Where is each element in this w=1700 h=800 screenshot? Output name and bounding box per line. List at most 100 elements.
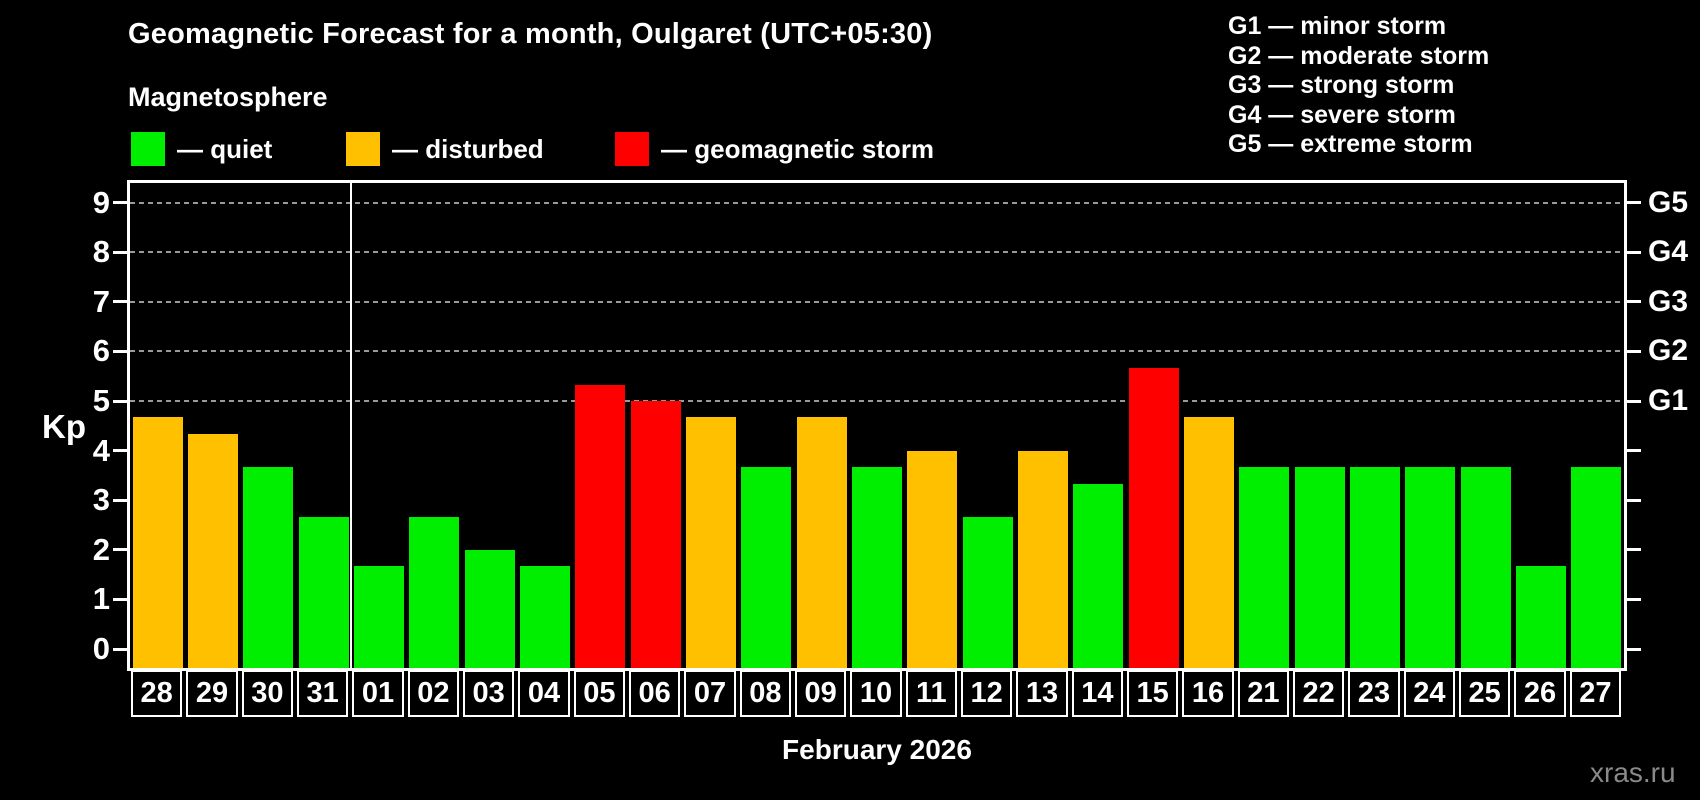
kp-bar-10 [851, 466, 903, 668]
right-tick-kp6 [1626, 349, 1641, 353]
right-tick-kp3 [1626, 498, 1641, 502]
right-tick-kp5 [1626, 399, 1641, 403]
y-axis-label-0: 0 [92, 631, 110, 666]
month-label: February 2026 [782, 734, 972, 765]
y-axis-label-2: 2 [92, 531, 110, 567]
kp-bar-16 [1183, 417, 1235, 668]
day-label-28: 28 [131, 670, 183, 717]
left-tick-kp3 [113, 498, 128, 502]
day-label-03: 03 [463, 670, 515, 717]
kp-bar-07 [685, 417, 737, 668]
right-axis-label-g2: G2 [1648, 334, 1689, 368]
kp-bar-15 [1128, 367, 1179, 668]
day-label-14: 14 [1071, 670, 1123, 717]
right-tick-kp2 [1626, 548, 1641, 552]
kp-bar-03 [464, 549, 515, 668]
kp-bar-21 [1239, 466, 1290, 668]
left-tick-kp7 [113, 300, 128, 304]
kp-bar-12 [962, 516, 1013, 668]
kp-axis-title: Kp [42, 408, 86, 445]
kp-bar-26 [1515, 566, 1567, 668]
day-label-25: 25 [1459, 670, 1511, 717]
right-axis-label-g1: G1 [1648, 384, 1689, 417]
kp-bar-05 [575, 384, 626, 668]
kp-bar-30 [243, 466, 294, 668]
kp-bar-22 [1294, 466, 1345, 668]
g2-legend-line: G2 — moderate storm [1228, 41, 1490, 70]
kp-bar-09 [796, 417, 847, 668]
g1-legend-line: G1 — minor storm [1228, 12, 1447, 40]
y-axis-label-5: 5 [92, 383, 110, 418]
right-axis-label-g3: G3 [1648, 284, 1689, 318]
y-axis-label-8: 8 [92, 234, 110, 270]
right-tick-kp9 [1626, 201, 1641, 205]
kp-bar-27 [1571, 466, 1622, 668]
day-label-02: 02 [407, 670, 459, 717]
kp-bar-08 [741, 466, 792, 668]
quiet-swatch-icon [131, 132, 165, 166]
kp-bar-29 [187, 434, 239, 668]
day-label-08: 08 [739, 670, 791, 717]
day-label-22: 22 [1293, 670, 1345, 717]
g4-legend-line: G4 — severe storm [1228, 100, 1456, 129]
right-tick-kp8 [1626, 250, 1641, 254]
right-tick-kp4 [1626, 449, 1641, 453]
storm-swatch-icon [615, 132, 649, 166]
kp-bar-24 [1405, 466, 1456, 668]
quiet-legend-label: — quiet [177, 134, 273, 164]
left-tick-kp8 [113, 250, 128, 254]
left-tick-kp2 [113, 548, 128, 552]
watermark-link[interactable]: xras.ru [1590, 757, 1676, 788]
day-label-21: 21 [1237, 670, 1289, 717]
gridline-kp7 [130, 300, 1624, 303]
day-label-30: 30 [241, 670, 293, 717]
gridline-kp6 [130, 350, 1624, 353]
plot-canvas [130, 183, 1624, 668]
left-tick-kp9 [113, 201, 128, 205]
page-title: Geomagnetic Forecast for a month, Oulgar… [128, 18, 933, 50]
kp-bar-04 [519, 566, 571, 668]
kp-bar-25 [1460, 466, 1511, 668]
day-label-11: 11 [905, 670, 957, 717]
day-label-04: 04 [518, 670, 570, 717]
day-label-10: 10 [850, 670, 902, 717]
day-label-23: 23 [1348, 670, 1400, 717]
y-axis-label-6: 6 [92, 333, 110, 369]
y-axis-label-7: 7 [92, 283, 110, 319]
kp-bar-11 [907, 450, 958, 668]
kp-bar-02 [409, 516, 460, 668]
day-label-06: 06 [629, 670, 681, 717]
y-axis-label-3: 3 [92, 482, 110, 518]
magnetosphere-label: Magnetosphere [128, 82, 328, 112]
right-tick-kp0 [1626, 647, 1641, 651]
right-axis-label-g5: G5 [1648, 185, 1689, 219]
day-label-31: 31 [297, 670, 349, 717]
plot-area [127, 180, 1627, 671]
kp-bar-06 [630, 401, 681, 668]
g3-legend-line: G3 — strong storm [1228, 71, 1455, 99]
gridline-kp5 [130, 400, 1624, 402]
storm-legend-label: — geomagnetic storm [661, 134, 935, 164]
y-axis-label-1: 1 [92, 581, 110, 617]
disturbed-swatch-icon [346, 132, 380, 166]
gridline-kp8 [130, 251, 1624, 254]
left-tick-kp4 [113, 449, 128, 453]
day-label-16: 16 [1182, 670, 1234, 717]
day-label-07: 07 [684, 670, 736, 717]
g-scale-legend: G1 — minor storm G2 — moderate storm G3 … [1228, 12, 1489, 160]
day-label-12: 12 [961, 670, 1013, 717]
day-label-26: 26 [1514, 670, 1566, 717]
right-tick-kp1 [1626, 597, 1641, 601]
left-tick-kp6 [113, 349, 128, 353]
right-axis-label-g4: G4 [1648, 235, 1689, 269]
disturbed-legend-label: — disturbed [392, 134, 544, 164]
left-tick-kp0 [113, 647, 128, 651]
kp-bar-28 [132, 417, 183, 668]
kp-bar-23 [1349, 466, 1401, 668]
g5-legend-line: G5 — extreme storm [1228, 130, 1473, 158]
day-label-29: 29 [186, 670, 238, 717]
gridline-kp9 [130, 201, 1624, 204]
day-label-01: 01 [352, 670, 404, 717]
day-label-13: 13 [1016, 670, 1068, 717]
